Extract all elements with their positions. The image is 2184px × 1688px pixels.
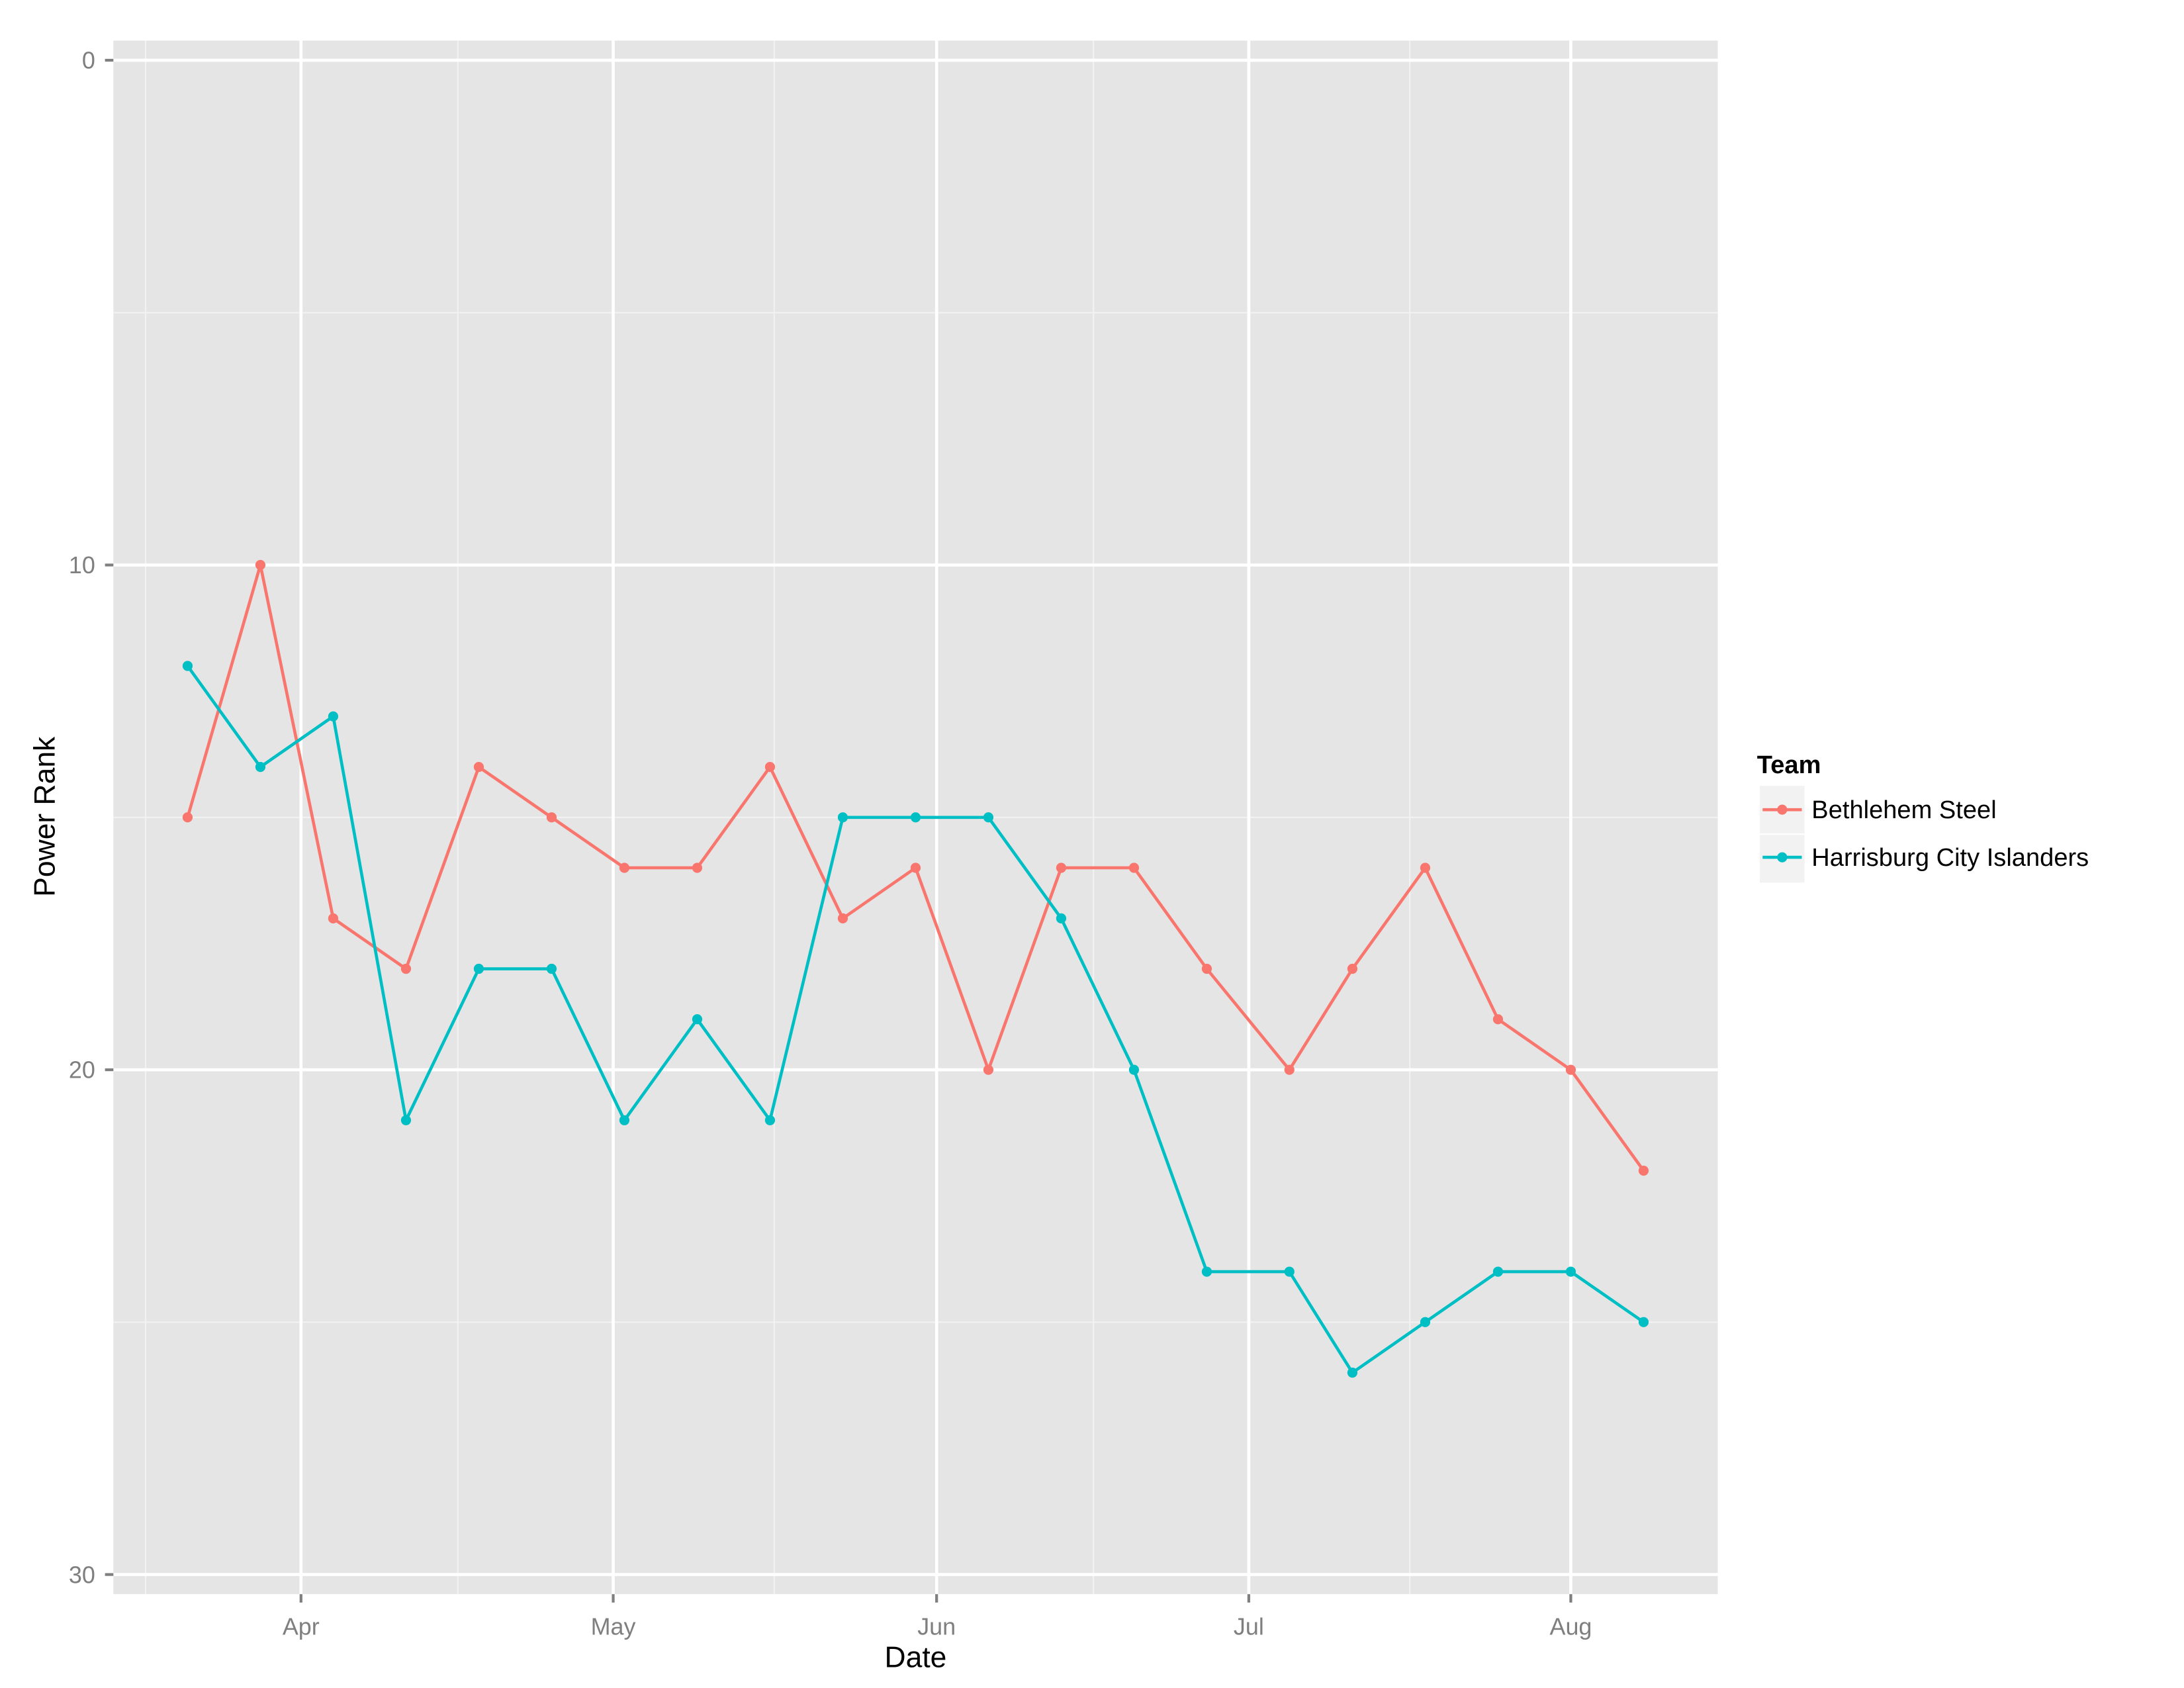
data-point — [837, 812, 848, 823]
data-point — [1638, 1165, 1649, 1176]
x-tick-label: Jun — [917, 1613, 956, 1640]
data-point — [619, 1115, 630, 1125]
data-point — [910, 812, 921, 823]
y-tick-label: 10 — [69, 551, 95, 579]
data-point — [983, 1064, 994, 1075]
data-point — [1492, 1266, 1504, 1277]
y-axis: 0 10 20 30 — [69, 47, 114, 1588]
data-point — [619, 863, 630, 873]
data-point — [400, 1115, 412, 1125]
data-point — [764, 1115, 776, 1125]
data-point — [182, 661, 193, 671]
y-tick-label: 20 — [69, 1056, 95, 1084]
data-point — [764, 761, 776, 773]
legend-item-bethlehem-steel: Bethlehem Steel — [1760, 786, 1997, 834]
x-axis: Apr May Jun Jul Aug — [283, 1594, 1592, 1640]
data-point — [692, 863, 703, 873]
data-point — [1128, 863, 1140, 873]
data-point — [546, 963, 557, 974]
data-point — [910, 863, 921, 873]
legend-label: Bethlehem Steel — [1811, 796, 1996, 824]
legend-title: Team — [1757, 751, 1821, 779]
x-axis-title: Date — [885, 1641, 947, 1673]
data-point — [1347, 1368, 1358, 1378]
data-point — [837, 913, 848, 923]
data-point — [1347, 963, 1358, 974]
x-tick-label: Aug — [1549, 1613, 1592, 1640]
y-tick-label: 0 — [82, 47, 95, 74]
data-point — [255, 559, 266, 571]
data-point — [473, 963, 484, 974]
series-bethlehem-steel — [182, 559, 1649, 1176]
series-harrisburg-city-islanders — [182, 661, 1649, 1378]
data-point — [1565, 1266, 1576, 1277]
legend-label: Harrisburg City Islanders — [1811, 844, 2089, 872]
data-point — [546, 812, 557, 823]
y-tick-label: 30 — [69, 1561, 95, 1588]
data-point — [1638, 1317, 1649, 1327]
data-point — [1284, 1064, 1295, 1075]
data-point — [692, 1014, 703, 1025]
data-point — [1420, 1317, 1431, 1327]
x-tick-label: May — [591, 1613, 636, 1640]
legend-key-point-icon — [1777, 804, 1788, 815]
legend: Team Bethlehem Steel Harrisburg City Isl… — [1757, 751, 2089, 883]
data-point — [328, 711, 339, 722]
data-point — [182, 812, 193, 823]
data-point — [1201, 963, 1212, 974]
minor-gridlines — [113, 40, 1718, 1595]
data-series — [182, 559, 1649, 1378]
legend-key-point-icon — [1777, 852, 1788, 863]
data-point — [1201, 1266, 1212, 1277]
data-point — [1056, 863, 1067, 873]
data-point — [473, 761, 484, 773]
data-point — [400, 963, 412, 974]
data-point — [1284, 1266, 1295, 1277]
y-axis-title: Power Rank — [29, 736, 62, 897]
x-tick-label: Jul — [1234, 1613, 1264, 1640]
data-point — [1128, 1064, 1140, 1075]
data-point — [255, 761, 266, 773]
data-point — [1056, 913, 1067, 923]
data-point — [1420, 863, 1431, 873]
x-tick-label: Apr — [283, 1613, 320, 1640]
legend-item-harrisburg-city-islanders: Harrisburg City Islanders — [1760, 835, 2089, 883]
data-point — [1492, 1014, 1504, 1025]
data-point — [983, 812, 994, 823]
data-point — [1565, 1064, 1576, 1075]
data-point — [328, 913, 339, 923]
